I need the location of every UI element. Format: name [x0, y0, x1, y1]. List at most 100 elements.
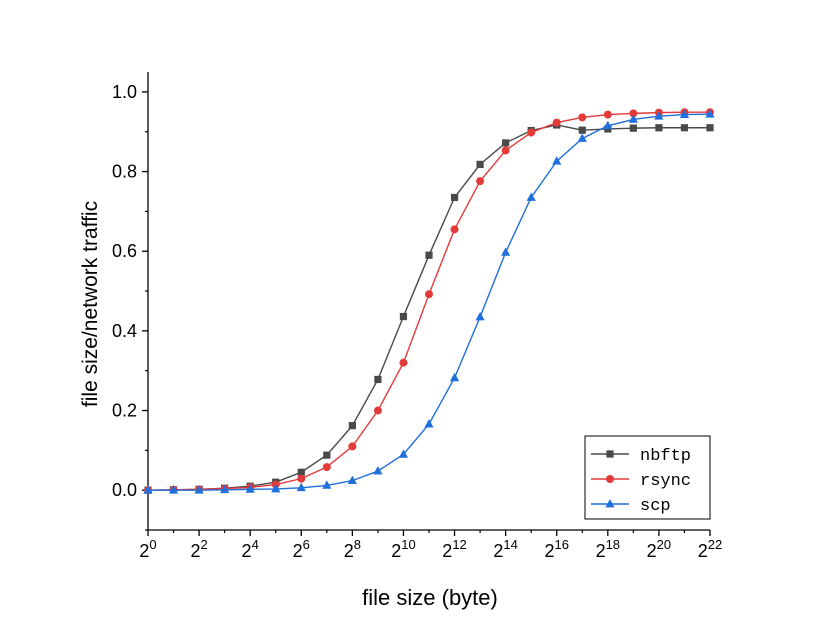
- x-tick-label-exponent: 4: [252, 537, 259, 552]
- legend-marker-scp: [605, 499, 615, 508]
- data-point-scp: [168, 485, 179, 494]
- x-tick-label-base: 2: [493, 541, 503, 561]
- data-point-scp: [705, 109, 715, 118]
- x-tick-label-base: 2: [242, 541, 252, 561]
- y-tick-label: 0.6: [112, 241, 137, 261]
- x-tick-label-exponent: 14: [503, 537, 517, 552]
- x-tick-label-exponent: 12: [452, 537, 466, 552]
- x-tick-label-base: 2: [544, 541, 554, 561]
- data-point-nbftp: [476, 160, 484, 168]
- data-point-rsync: [476, 177, 485, 186]
- data-point-nbftp: [399, 312, 408, 321]
- data-point-rsync: [552, 118, 561, 127]
- x-tick-label-exponent: 8: [354, 537, 361, 552]
- data-point-nbftp: [655, 124, 663, 132]
- data-point-scp: [475, 311, 485, 321]
- x-tick-label-exponent: 10: [401, 537, 415, 552]
- data-point-rsync: [527, 128, 536, 137]
- data-point-scp: [679, 109, 690, 119]
- x-tick-label-exponent: 0: [149, 537, 156, 552]
- series-line-nbftp: [147, 124, 710, 491]
- y-tick-label: 0.8: [112, 162, 137, 182]
- x-tick-label-base: 2: [442, 541, 452, 561]
- x-tick-label-base: 2: [344, 541, 354, 561]
- data-point-scp: [271, 483, 281, 493]
- x-tick-label-exponent: 16: [555, 537, 569, 552]
- x-axis-label: file size (byte): [362, 585, 498, 610]
- data-point-scp: [143, 485, 153, 494]
- data-point-rsync: [450, 225, 459, 234]
- data-point-rsync: [501, 146, 510, 155]
- data-point-rsync: [629, 109, 638, 118]
- legend-label-scp: scp: [640, 497, 671, 516]
- data-point-scp: [552, 156, 562, 165]
- legend-box: [584, 435, 711, 520]
- data-point-scp: [220, 484, 230, 494]
- x-tick-label: 28: [344, 537, 361, 561]
- x-tick-label-exponent: 6: [303, 537, 310, 552]
- x-tick-label-base: 2: [293, 541, 303, 561]
- x-tick-label-exponent: 18: [606, 537, 620, 552]
- legend-marker-nbftp: [606, 450, 614, 458]
- legend-item-nbftp: nbftp: [591, 447, 691, 466]
- data-point-scp: [501, 247, 511, 256]
- x-tick-label-exponent: 22: [708, 537, 722, 552]
- legend-label-rsync: rsync: [640, 472, 691, 491]
- x-tick-label-base: 2: [139, 541, 149, 561]
- data-point-nbftp: [348, 422, 356, 430]
- data-point-nbftp: [502, 139, 510, 147]
- data-point-scp: [603, 120, 613, 130]
- x-tick-label: 22: [190, 537, 207, 561]
- series-layer: [143, 108, 715, 495]
- y-tick-label: 0.4: [112, 321, 137, 341]
- x-tick-label-exponent: 20: [657, 537, 671, 552]
- legend: nbftp rsync scp: [584, 435, 711, 520]
- data-point-nbftp: [323, 451, 331, 459]
- data-point-scp: [654, 111, 664, 120]
- x-tick-label: 218: [596, 537, 620, 561]
- data-point-rsync: [297, 474, 306, 483]
- data-point-scp: [628, 114, 638, 123]
- data-point-nbftp: [629, 124, 637, 132]
- data-point-nbftp: [706, 124, 714, 132]
- data-point-nbftp: [578, 126, 586, 134]
- data-point-scp: [424, 419, 434, 428]
- data-point-rsync: [373, 406, 382, 415]
- y-tick-label: 0.0: [112, 480, 137, 500]
- data-point-scp: [194, 485, 204, 494]
- legend-marker-rsync: [606, 475, 614, 483]
- y-tick-label: 1.0: [112, 82, 137, 102]
- data-point-scp: [449, 372, 460, 382]
- y-axis-label: file size/network traffic: [79, 201, 102, 407]
- legend-label-nbftp: nbftp: [640, 447, 691, 466]
- series-scp: [143, 109, 715, 494]
- legend-item-rsync: rsync: [591, 472, 691, 491]
- data-point-rsync: [603, 110, 612, 119]
- data-point-rsync: [425, 290, 433, 299]
- data-point-scp: [577, 133, 587, 142]
- series-rsync: [144, 108, 714, 495]
- data-point-nbftp: [374, 375, 382, 384]
- axes: 0.00.20.40.60.81.020 22 24 26 28 210 212 214 216…: [112, 72, 722, 561]
- x-tick-label: 212: [442, 537, 466, 561]
- data-point-nbftp: [297, 468, 305, 476]
- x-tick-label-base: 2: [596, 541, 606, 561]
- x-tick-label: 214: [493, 537, 517, 561]
- x-tick-label: 220: [647, 537, 671, 561]
- series-line-rsync: [147, 111, 710, 491]
- x-tick-label: 24: [242, 537, 259, 561]
- series-line-scp: [148, 113, 711, 491]
- data-point-rsync: [322, 463, 331, 472]
- x-tick-label-exponent: 2: [200, 537, 207, 552]
- y-tick-label: 0.2: [112, 401, 137, 421]
- data-point-scp: [526, 192, 536, 201]
- x-tick-label-base: 2: [647, 541, 657, 561]
- data-point-rsync: [399, 358, 408, 367]
- x-tick-label: 216: [544, 537, 568, 561]
- data-point-rsync: [578, 113, 587, 122]
- data-point-scp: [322, 480, 332, 489]
- data-point-scp: [373, 466, 383, 475]
- legend-item-scp: scp: [591, 497, 671, 516]
- x-tick-label-base: 2: [391, 541, 401, 561]
